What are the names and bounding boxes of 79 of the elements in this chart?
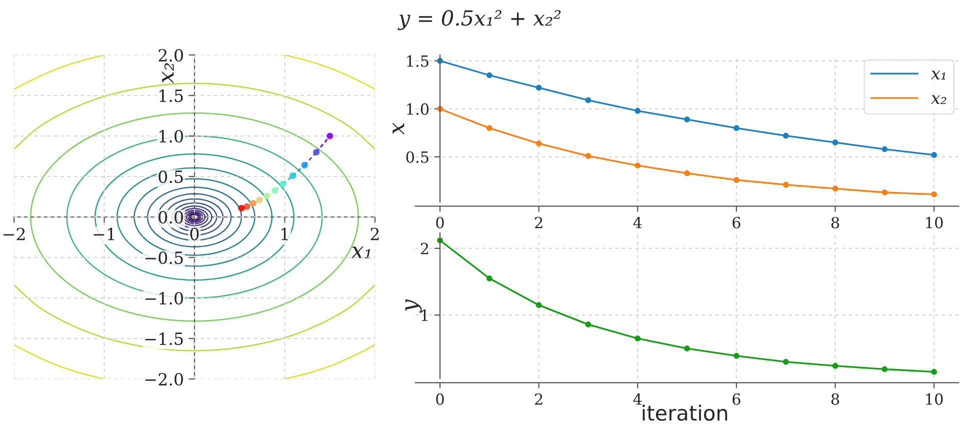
point — [486, 275, 492, 282]
x-tick-label: 10 — [926, 216, 943, 228]
point — [634, 336, 641, 342]
point — [782, 182, 789, 188]
point — [634, 162, 641, 168]
point — [585, 152, 592, 159]
x-tick-label: 8 — [831, 216, 840, 228]
x-tick-label: 4 — [633, 216, 642, 228]
x-tick-label: 4 — [633, 393, 642, 405]
y-tick-label: 0.0 — [158, 210, 183, 224]
point — [486, 125, 492, 131]
point — [301, 162, 308, 168]
x-tick-label: 8 — [831, 393, 840, 405]
point — [832, 362, 838, 369]
point — [536, 140, 542, 146]
point — [734, 352, 740, 359]
point — [931, 368, 937, 375]
point — [782, 358, 789, 365]
y-tick-label: −1.0 — [145, 292, 183, 305]
x-tick-label: −1 — [94, 228, 114, 240]
point — [263, 192, 270, 200]
x-tick-label: −2 — [3, 228, 25, 240]
y-tick-label: 1.0 — [160, 130, 183, 143]
point — [782, 132, 789, 139]
x-tick-label: 6 — [732, 216, 740, 228]
point — [536, 302, 542, 308]
x-tick-label: 10 — [926, 393, 943, 405]
point — [280, 180, 286, 188]
x-tick-label: 6 — [732, 393, 740, 405]
x-tick-label: 2 — [534, 393, 542, 405]
point — [734, 176, 740, 183]
point — [536, 84, 542, 91]
point — [684, 116, 690, 122]
point — [734, 125, 740, 131]
y-tick-label: 2 — [420, 242, 428, 254]
point — [882, 366, 888, 372]
x-tick-label: 0 — [436, 216, 444, 228]
point — [684, 346, 690, 352]
y-axis-title: x — [392, 122, 404, 135]
y-tick-label: −0.5 — [145, 251, 183, 264]
point — [244, 203, 250, 210]
point — [634, 108, 641, 114]
point — [238, 204, 245, 212]
x-tick-label: 0 — [436, 393, 444, 405]
x-tick-label: 2 — [370, 228, 379, 240]
point — [684, 170, 690, 176]
point — [326, 132, 334, 140]
point — [313, 148, 320, 156]
point — [272, 187, 278, 194]
point — [250, 200, 256, 206]
x-tick-label: 0 — [190, 228, 199, 240]
y-tick-label: 1.5 — [407, 55, 428, 67]
point — [882, 146, 888, 152]
y-tick-label: 0.5 — [406, 151, 428, 163]
point — [931, 191, 937, 198]
point — [931, 152, 937, 158]
x-tick-label: 1 — [281, 228, 288, 240]
point — [585, 322, 592, 328]
legend-label: x₂ — [931, 95, 946, 104]
y-tick-label: −1.5 — [145, 332, 183, 346]
y-tick-label: 0.5 — [158, 170, 183, 184]
legend-label: x₁ — [931, 70, 946, 80]
y-axis-title: x₂ — [162, 63, 174, 84]
point — [486, 72, 492, 78]
y-tick-label: 2.0 — [158, 48, 183, 62]
point — [882, 189, 888, 196]
point — [832, 140, 838, 146]
x-axis-title: iteration — [642, 404, 728, 421]
y-tick-label: 1.0 — [407, 103, 429, 115]
y-tick-label: 1 — [422, 310, 428, 321]
y-axis-title: y — [405, 299, 422, 313]
point — [256, 196, 263, 204]
y-tick-label: −2.0 — [145, 372, 183, 386]
y-tick-label: 1.5 — [160, 89, 183, 102]
chart-title: y = 0.5x₁² + x₂² — [398, 10, 561, 30]
point — [290, 172, 296, 179]
point — [585, 97, 592, 104]
point — [832, 186, 838, 192]
x-tick-label: 2 — [534, 216, 542, 228]
